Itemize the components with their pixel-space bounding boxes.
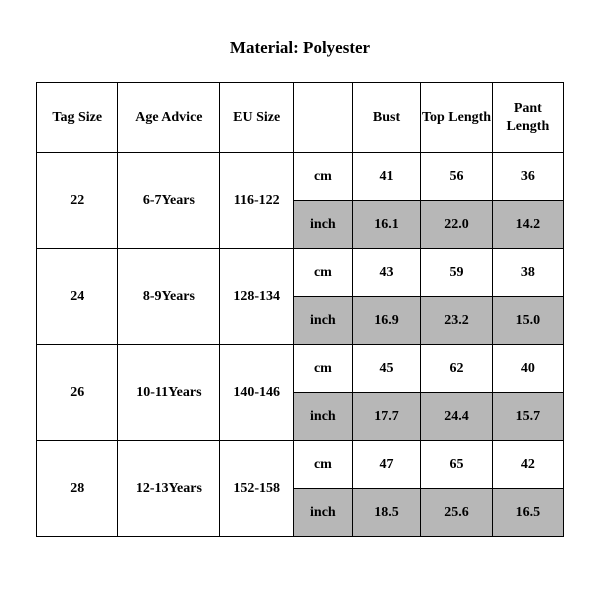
cell-bust: 16.1: [352, 201, 421, 249]
cell-top-length: 23.2: [421, 297, 492, 345]
cell-bust: 45: [352, 345, 421, 393]
cell-pant-length: 36: [492, 153, 563, 201]
cell-unit-cm: cm: [294, 153, 353, 201]
cell-unit-cm: cm: [294, 249, 353, 297]
cell-top-length: 24.4: [421, 393, 492, 441]
table-row: 24 8-9Years 128-134 cm 43 59 38: [37, 249, 564, 297]
cell-eu-size: 152-158: [220, 441, 294, 537]
table-row: 28 12-13Years 152-158 cm 47 65 42: [37, 441, 564, 489]
page-title: Material: Polyester: [0, 0, 600, 82]
col-header-unit: [294, 83, 353, 153]
cell-top-length: 56: [421, 153, 492, 201]
cell-top-length: 62: [421, 345, 492, 393]
cell-unit-inch: inch: [294, 201, 353, 249]
col-header-top-length: Top Length: [421, 83, 492, 153]
cell-pant-length: 40: [492, 345, 563, 393]
cell-tag-size: 26: [37, 345, 118, 441]
cell-tag-size: 22: [37, 153, 118, 249]
cell-bust: 41: [352, 153, 421, 201]
cell-unit-inch: inch: [294, 489, 353, 537]
cell-bust: 17.7: [352, 393, 421, 441]
cell-bust: 47: [352, 441, 421, 489]
cell-bust: 43: [352, 249, 421, 297]
cell-unit-inch: inch: [294, 297, 353, 345]
cell-unit-cm: cm: [294, 441, 353, 489]
cell-tag-size: 28: [37, 441, 118, 537]
size-table: Tag Size Age Advice EU Size Bust Top Len…: [36, 82, 564, 537]
cell-bust: 16.9: [352, 297, 421, 345]
cell-top-length: 22.0: [421, 201, 492, 249]
table-header-row: Tag Size Age Advice EU Size Bust Top Len…: [37, 83, 564, 153]
cell-tag-size: 24: [37, 249, 118, 345]
col-header-eu-size: EU Size: [220, 83, 294, 153]
cell-top-length: 25.6: [421, 489, 492, 537]
size-table-container: Tag Size Age Advice EU Size Bust Top Len…: [0, 82, 600, 537]
cell-pant-length: 14.2: [492, 201, 563, 249]
cell-age-advice: 6-7Years: [118, 153, 220, 249]
table-row: 22 6-7Years 116-122 cm 41 56 36: [37, 153, 564, 201]
cell-eu-size: 140-146: [220, 345, 294, 441]
col-header-age-advice: Age Advice: [118, 83, 220, 153]
cell-age-advice: 12-13Years: [118, 441, 220, 537]
col-header-pant-length: Pant Length: [492, 83, 563, 153]
table-row: 26 10-11Years 140-146 cm 45 62 40: [37, 345, 564, 393]
cell-eu-size: 128-134: [220, 249, 294, 345]
cell-pant-length: 16.5: [492, 489, 563, 537]
cell-eu-size: 116-122: [220, 153, 294, 249]
cell-age-advice: 10-11Years: [118, 345, 220, 441]
cell-unit-cm: cm: [294, 345, 353, 393]
cell-top-length: 59: [421, 249, 492, 297]
cell-pant-length: 15.7: [492, 393, 563, 441]
col-header-tag-size: Tag Size: [37, 83, 118, 153]
cell-pant-length: 42: [492, 441, 563, 489]
col-header-bust: Bust: [352, 83, 421, 153]
cell-age-advice: 8-9Years: [118, 249, 220, 345]
cell-unit-inch: inch: [294, 393, 353, 441]
cell-top-length: 65: [421, 441, 492, 489]
size-table-body: 22 6-7Years 116-122 cm 41 56 36 inch 16.…: [37, 153, 564, 537]
cell-pant-length: 15.0: [492, 297, 563, 345]
cell-bust: 18.5: [352, 489, 421, 537]
cell-pant-length: 38: [492, 249, 563, 297]
